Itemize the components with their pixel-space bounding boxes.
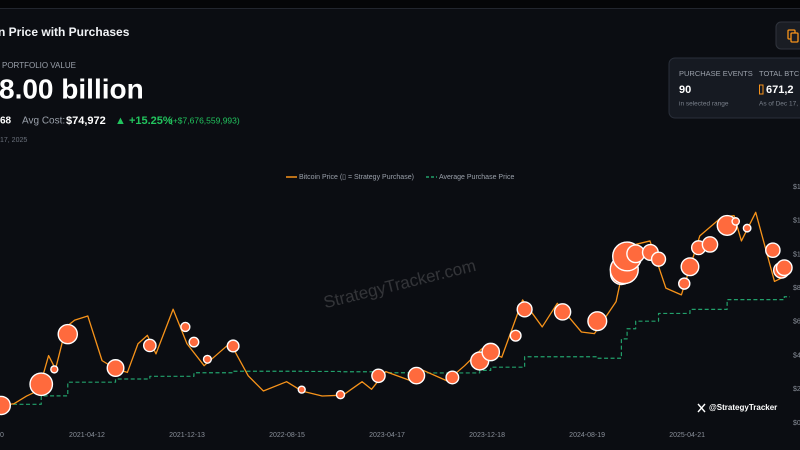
purchase-marker xyxy=(553,303,572,321)
plot-area: $0 $2 $4 $6 $8 $1 $1 $1 0 2021-04-12 2021-12-13 202… xyxy=(0,184,800,439)
purchase-marker xyxy=(50,365,59,374)
purchase-marker xyxy=(731,217,741,226)
y-tick-label: $6 xyxy=(793,319,800,326)
purchase-marker xyxy=(509,329,522,342)
avg-cost: $74,972 xyxy=(66,115,106,127)
purchase-marker xyxy=(650,251,667,267)
legend-label: Average Purchase Price xyxy=(439,174,514,181)
y-tick-label: $1 xyxy=(793,251,800,258)
average-price-line xyxy=(0,296,790,405)
stat-label: PURCHASE EVENTS xyxy=(679,69,753,78)
y-tick-label: $2 xyxy=(793,386,800,393)
x-tick-label: 2021-04-12 xyxy=(69,432,105,439)
x-tick-label: 2022-08-15 xyxy=(269,432,305,439)
x-tick-label: 2025-04-21 xyxy=(669,432,705,439)
purchase-marker xyxy=(481,342,501,362)
btc-icon xyxy=(759,84,764,95)
page-title: n Price with Purchases xyxy=(0,25,130,39)
stat-sub: in selected range xyxy=(679,101,729,108)
stats-box xyxy=(668,57,800,119)
purchase-marker xyxy=(626,244,646,264)
x-logo xyxy=(697,403,706,413)
purchase-marker xyxy=(407,366,426,385)
purchase-marker xyxy=(180,321,191,333)
purchase-marker xyxy=(680,257,700,277)
x-tick-label: 2024-08-19 xyxy=(569,432,605,439)
purchase-marker xyxy=(297,385,306,394)
x-tick-label: 2023-12-18 xyxy=(469,432,505,439)
stats-panel: PURCHASE EVENTS 90 in selected range TOT… xyxy=(668,57,800,119)
avg-cost-label: Avg Cost: xyxy=(22,116,65,127)
purchase-marker xyxy=(516,301,533,318)
stat-sub: As of Dec 17, xyxy=(759,101,798,108)
stat-value: 671,2 xyxy=(766,84,794,96)
purchase-marker xyxy=(142,338,157,353)
y-tick-label: $1 xyxy=(793,184,800,191)
portfolio-label: PORTFOLIO VALUE xyxy=(2,61,76,70)
holdings: 68 xyxy=(0,116,12,127)
purchase-marker xyxy=(29,372,54,397)
top-bar xyxy=(0,0,800,8)
purchase-marker xyxy=(188,336,200,348)
portfolio-value: 8.00 billion xyxy=(0,73,144,104)
y-tick-label: $0 xyxy=(793,420,800,427)
legend-label: Bitcoin Price (▯ = Strategy Purchase) xyxy=(299,174,414,181)
purchase-marker xyxy=(701,236,719,253)
purchase-marker xyxy=(202,354,212,364)
stat-value: 90 xyxy=(679,84,691,96)
copy-button[interactable] xyxy=(775,21,800,50)
purchase-marker xyxy=(106,359,125,378)
change-percent: ▲ +15.25% xyxy=(115,115,173,127)
y-tick-label: $1 xyxy=(793,218,800,225)
x-tick-label: 2021-12-13 xyxy=(169,432,205,439)
purchase-marker xyxy=(445,370,460,385)
legend: Bitcoin Price (▯ = Strategy Purchase) Ave… xyxy=(286,174,514,181)
x-tick-label: 2023-04-17 xyxy=(369,432,405,439)
purchase-marker xyxy=(335,389,346,400)
purchase-marker xyxy=(371,368,386,384)
x-tick-label: 0 xyxy=(0,432,4,439)
purchase-marker xyxy=(57,323,79,345)
purchase-marker xyxy=(0,395,12,416)
y-tick-label: $4 xyxy=(793,352,800,359)
purchase-marker xyxy=(765,242,781,259)
as-of-date: 17, 2025 xyxy=(0,137,27,144)
handle-badge: @StrategyTracker xyxy=(697,403,777,413)
purchase-marker xyxy=(742,223,752,233)
y-tick-label: $8 xyxy=(793,285,800,292)
purchase-marker xyxy=(678,277,691,290)
copy-icon xyxy=(790,32,799,43)
stat-label: TOTAL BTC xyxy=(759,69,800,78)
change-absolute: (+$7,676,559,993) xyxy=(170,115,240,125)
handle: @StrategyTracker xyxy=(709,403,777,412)
purchase-marker xyxy=(775,259,793,277)
purchase-marker xyxy=(226,339,240,353)
purchase-marker xyxy=(587,311,608,332)
